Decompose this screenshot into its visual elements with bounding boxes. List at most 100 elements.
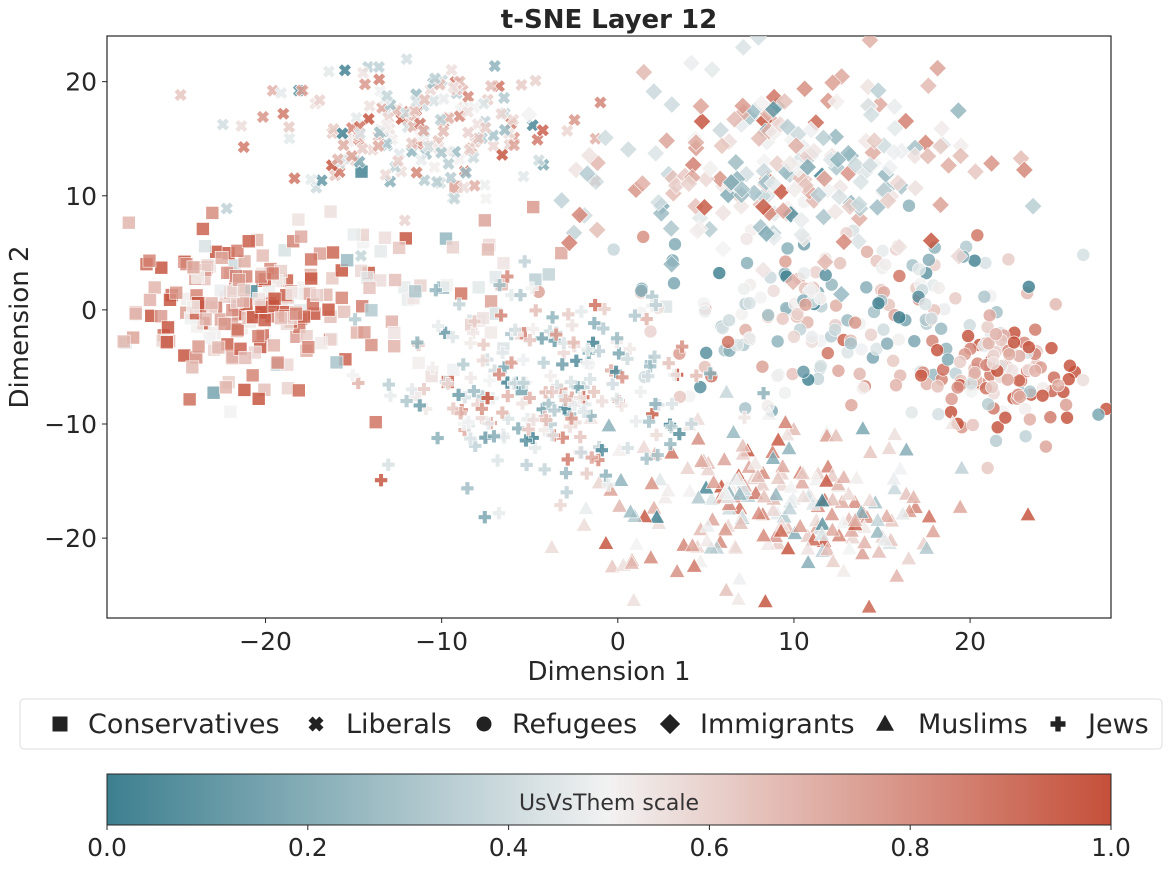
point-jews — [494, 308, 508, 323]
point-jews — [500, 269, 515, 284]
point-refugees — [699, 346, 713, 360]
point-muslims — [924, 522, 942, 538]
point-refugees — [721, 335, 735, 349]
point-refugees — [864, 327, 878, 342]
point-jews — [522, 391, 537, 405]
point-muslims — [854, 545, 871, 560]
point-jews — [623, 342, 637, 356]
point-jews — [583, 372, 597, 386]
point-jews — [573, 391, 587, 405]
point-immigrants — [657, 131, 676, 150]
point-muslims — [699, 460, 717, 476]
point-jews — [517, 254, 532, 269]
point-conservatives — [177, 348, 192, 363]
point-liberals — [391, 154, 405, 168]
point-immigrants — [662, 219, 681, 238]
point-conservatives — [169, 285, 184, 300]
point-refugees — [606, 242, 621, 257]
point-jews — [463, 431, 478, 446]
point-muslims — [824, 491, 841, 507]
point-muslims — [749, 467, 767, 483]
point-refugees — [989, 434, 1003, 448]
legend-circle-icon — [476, 716, 492, 732]
point-conservatives — [357, 325, 372, 340]
point-jews — [560, 452, 575, 467]
point-muslims — [854, 419, 872, 435]
point-muslims — [747, 454, 764, 470]
point-immigrants — [896, 111, 916, 131]
point-muslims — [840, 540, 858, 556]
point-refugees — [998, 410, 1013, 425]
point-muslims — [886, 425, 904, 441]
point-refugees — [1028, 364, 1043, 378]
point-immigrants — [804, 141, 824, 161]
point-conservatives — [301, 340, 316, 354]
point-liberals — [459, 165, 473, 180]
point-immigrants — [880, 158, 899, 177]
point-immigrants — [662, 95, 682, 114]
point-conservatives — [388, 273, 402, 287]
x-tick-label: −10 — [415, 627, 468, 656]
point-liberals — [441, 156, 456, 171]
point-conservatives — [122, 215, 136, 230]
point-liberals — [344, 149, 359, 163]
point-conservatives — [310, 288, 324, 302]
point-jews — [429, 283, 443, 297]
point-refugees — [755, 359, 770, 374]
point-jews — [452, 297, 466, 312]
point-jews — [492, 278, 507, 292]
point-immigrants — [885, 97, 904, 116]
point-refugees — [1063, 358, 1077, 373]
point-muslims — [717, 581, 735, 597]
point-conservatives — [159, 335, 174, 350]
point-refugees — [914, 368, 928, 383]
point-refugees — [775, 311, 790, 326]
point-conservatives — [440, 278, 454, 292]
point-liberals — [295, 83, 310, 98]
point-immigrants — [870, 95, 889, 114]
point-muslims — [891, 460, 909, 476]
point-liberals — [457, 180, 471, 195]
point-immigrants — [814, 128, 833, 148]
point-refugees — [892, 310, 907, 325]
point-refugees — [643, 324, 658, 339]
point-muslims — [856, 534, 873, 549]
point-immigrants — [951, 146, 970, 166]
point-refugees — [886, 354, 900, 368]
point-liberals — [236, 140, 251, 155]
point-immigrants — [695, 198, 714, 217]
point-muslims — [918, 539, 935, 555]
point-conservatives — [161, 320, 175, 335]
colorbar-tick-label: 0.0 — [87, 833, 127, 862]
point-refugees — [961, 329, 975, 343]
point-conservatives — [329, 355, 344, 370]
point-refugees — [1001, 252, 1016, 267]
point-refugees — [761, 308, 775, 322]
point-liberals — [276, 106, 291, 121]
point-conservatives — [186, 300, 200, 314]
point-refugees — [1076, 248, 1091, 262]
point-muslims — [808, 471, 825, 487]
point-muslims — [612, 471, 630, 487]
point-liberals — [282, 131, 297, 146]
point-conservatives — [270, 355, 285, 370]
point-muslims — [757, 592, 774, 608]
point-immigrants — [905, 146, 925, 166]
point-liberals — [356, 65, 370, 80]
point-immigrants — [919, 76, 938, 95]
legend-label: Conservatives — [88, 709, 280, 740]
point-jews — [559, 466, 573, 480]
point-muslims — [730, 590, 747, 606]
point-refugees — [754, 290, 768, 305]
point-liberals — [461, 89, 476, 104]
point-refugees — [1007, 335, 1021, 350]
point-muslims — [1019, 506, 1037, 521]
point-immigrants — [682, 53, 701, 73]
legend-label: Refugees — [512, 709, 637, 740]
point-muslims — [834, 514, 852, 529]
point-conservatives — [116, 334, 131, 349]
point-refugees — [902, 198, 916, 213]
point-conservatives — [196, 222, 210, 236]
x-tick-label: 20 — [954, 627, 986, 656]
point-immigrants — [732, 180, 752, 199]
